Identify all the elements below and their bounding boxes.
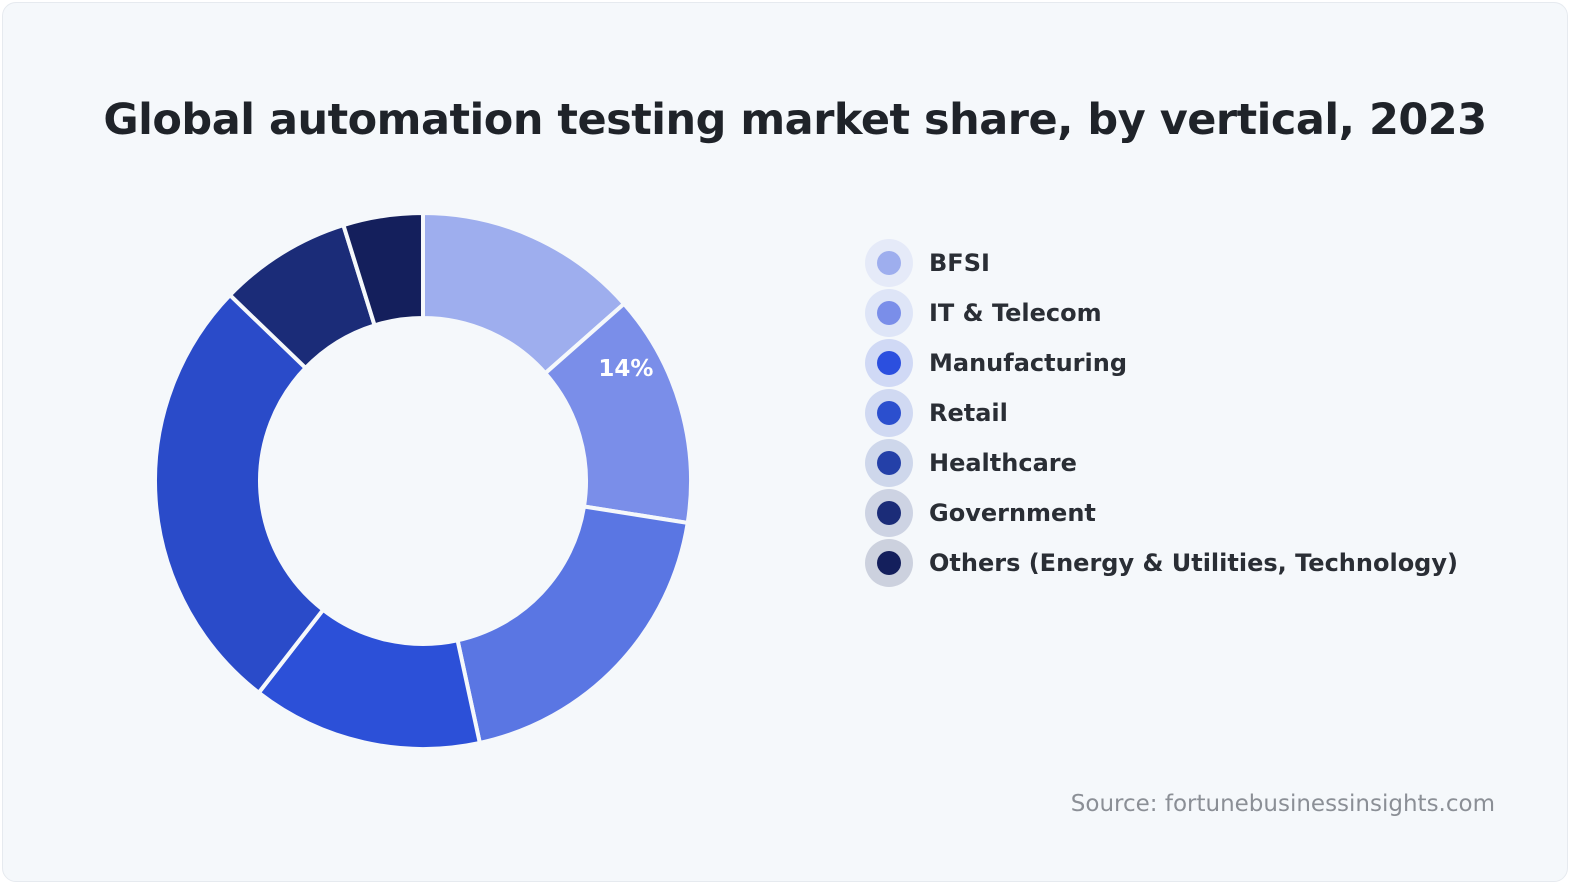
legend-label: Manufacturing bbox=[929, 348, 1127, 377]
legend-label: Retail bbox=[929, 398, 1008, 427]
legend-label: Government bbox=[929, 498, 1096, 527]
legend-dot bbox=[877, 250, 901, 275]
legend-dot bbox=[877, 400, 901, 425]
legend-dot bbox=[877, 350, 901, 375]
legend-item: IT & Telecom bbox=[865, 273, 1458, 352]
data-label: 14% bbox=[598, 356, 653, 382]
slice-manufacturing bbox=[455, 504, 690, 746]
legend-marker bbox=[865, 388, 913, 437]
source-text: Source: fortunebusinessinsights.com bbox=[1070, 791, 1495, 817]
slice-healthcare bbox=[153, 292, 326, 696]
legend-dot bbox=[877, 300, 901, 325]
legend-item: BFSI bbox=[865, 223, 1458, 302]
chart-card: Global automation testing market share, … bbox=[2, 2, 1568, 882]
legend-dot bbox=[877, 500, 901, 525]
legend-marker bbox=[865, 538, 913, 587]
legend-label: Others (Energy & Utilities, Technology) bbox=[929, 548, 1458, 577]
chart-title: Global automation testing market share, … bbox=[103, 95, 1487, 145]
slice-others-energy-utilities-technology bbox=[340, 210, 425, 328]
legend-item: Healthcare bbox=[865, 423, 1458, 502]
legend: BFSI IT & Telecom Manufacturing Retail Healt… bbox=[865, 223, 1458, 602]
legend-label: Healthcare bbox=[929, 448, 1077, 477]
legend-dot bbox=[877, 550, 901, 575]
legend-marker bbox=[865, 338, 913, 387]
legend-item: Retail bbox=[865, 373, 1458, 452]
legend-marker bbox=[865, 288, 913, 337]
legend-label: IT & Telecom bbox=[929, 298, 1102, 327]
legend-item: Manufacturing bbox=[865, 323, 1458, 402]
legend-item: Government bbox=[865, 473, 1458, 552]
legend-item: Others (Energy & Utilities, Technology) bbox=[865, 523, 1458, 602]
donut-chart: 14% bbox=[153, 210, 693, 751]
legend-marker bbox=[865, 238, 913, 287]
legend-marker bbox=[865, 488, 913, 537]
legend-marker bbox=[865, 438, 913, 487]
legend-label: BFSI bbox=[929, 248, 990, 277]
legend-dot bbox=[877, 450, 901, 475]
